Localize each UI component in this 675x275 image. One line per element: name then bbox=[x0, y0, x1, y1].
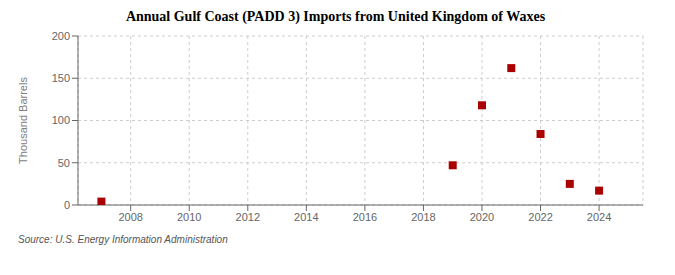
svg-text:2008: 2008 bbox=[118, 211, 142, 223]
svg-text:150: 150 bbox=[52, 72, 70, 84]
svg-text:2022: 2022 bbox=[528, 211, 552, 223]
svg-text:2024: 2024 bbox=[587, 211, 611, 223]
svg-text:2018: 2018 bbox=[411, 211, 435, 223]
svg-text:2014: 2014 bbox=[294, 211, 318, 223]
svg-text:Thousand Barrels: Thousand Barrels bbox=[17, 77, 29, 164]
html-text:Annual Gulf Coast (PADD 3) Imp: Annual Gulf Coast (PADD 3) Imports from … bbox=[125, 9, 546, 24]
svg-text:2016: 2016 bbox=[353, 211, 377, 223]
svg-text:200: 200 bbox=[52, 30, 70, 42]
svg-text:0: 0 bbox=[64, 199, 70, 211]
svg-text:2012: 2012 bbox=[236, 211, 260, 223]
svg-text:2010: 2010 bbox=[177, 211, 201, 223]
svg-text:50: 50 bbox=[58, 157, 70, 169]
svg-text:100: 100 bbox=[52, 114, 70, 126]
svg-text:2020: 2020 bbox=[470, 211, 494, 223]
html-text:Source: U.S. Energy Informatio: Source: U.S. Energy Information Administ… bbox=[18, 234, 228, 245]
